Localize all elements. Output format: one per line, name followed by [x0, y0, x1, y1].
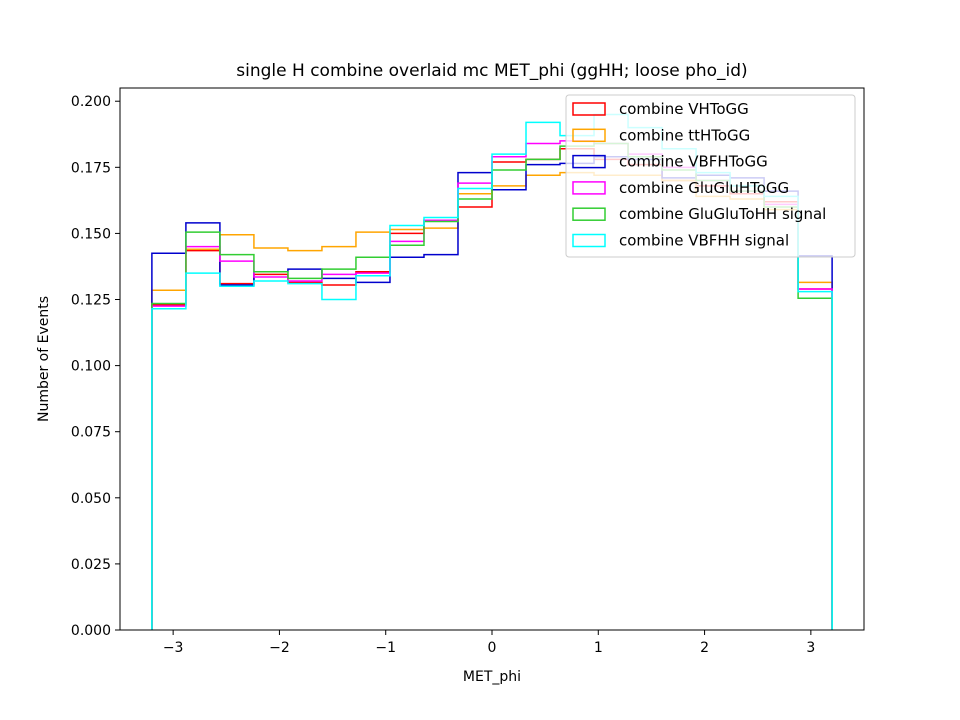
x-tick-label: −2 — [269, 640, 290, 656]
x-tick-label: 1 — [594, 640, 603, 656]
x-axis: −3 −2 −1 0 1 2 3 — [163, 630, 815, 656]
legend-swatch — [572, 207, 606, 221]
y-tick-label: 0.050 — [71, 491, 111, 507]
legend-swatch — [572, 154, 606, 169]
x-axis-label: MET_phi — [463, 669, 521, 685]
y-tick-label: 0.100 — [71, 359, 111, 375]
legend-swatch — [572, 128, 606, 143]
y-tick-label: 0.075 — [71, 425, 111, 441]
plot-area: −3 −2 −1 0 1 2 3 0.000 0.025 0.050 0.075 0.100 0.12… — [71, 87, 865, 656]
y-axis-label: Number of Events — [36, 296, 52, 422]
legend-frame — [565, 94, 856, 258]
legend-label: combine VBFHToGG — [619, 153, 768, 171]
y-tick-label: 0.200 — [71, 94, 111, 110]
y-tick-label: 0.175 — [71, 160, 111, 176]
chart-title: single H combine overlaid mc MET_phi (gg… — [236, 61, 747, 81]
legend-swatch — [572, 181, 606, 195]
y-tick-label: 0.025 — [71, 557, 111, 573]
x-tick-label: 3 — [806, 640, 815, 656]
legend-label: combine VHToGG — [619, 100, 749, 118]
y-axis: 0.000 0.025 0.050 0.075 0.100 0.125 0.150 0.175… — [71, 94, 120, 639]
legend-label: combine ttHToGG — [619, 126, 750, 144]
legend-swatch — [572, 233, 606, 248]
y-tick-label: 0.150 — [71, 226, 111, 242]
x-tick-label: −3 — [163, 640, 184, 656]
y-tick-label: 0.125 — [71, 293, 111, 309]
y-tick-label: 0.000 — [71, 623, 111, 639]
legend-label: combine VBFHH signal — [619, 232, 789, 250]
legend-label: combine GluGluHToGG — [619, 179, 789, 197]
x-tick-label: −1 — [375, 640, 396, 656]
legend-label: combine GluGluToHH signal — [619, 205, 826, 223]
legend-entries: combine VHToGG combine ttHToGG combine VBF… — [572, 100, 826, 250]
x-tick-label: 0 — [488, 640, 497, 656]
legend: combine VHToGG combine ttHToGG combine VBF… — [565, 94, 856, 258]
x-tick-label: 2 — [700, 640, 709, 656]
legend-swatch — [572, 102, 606, 116]
